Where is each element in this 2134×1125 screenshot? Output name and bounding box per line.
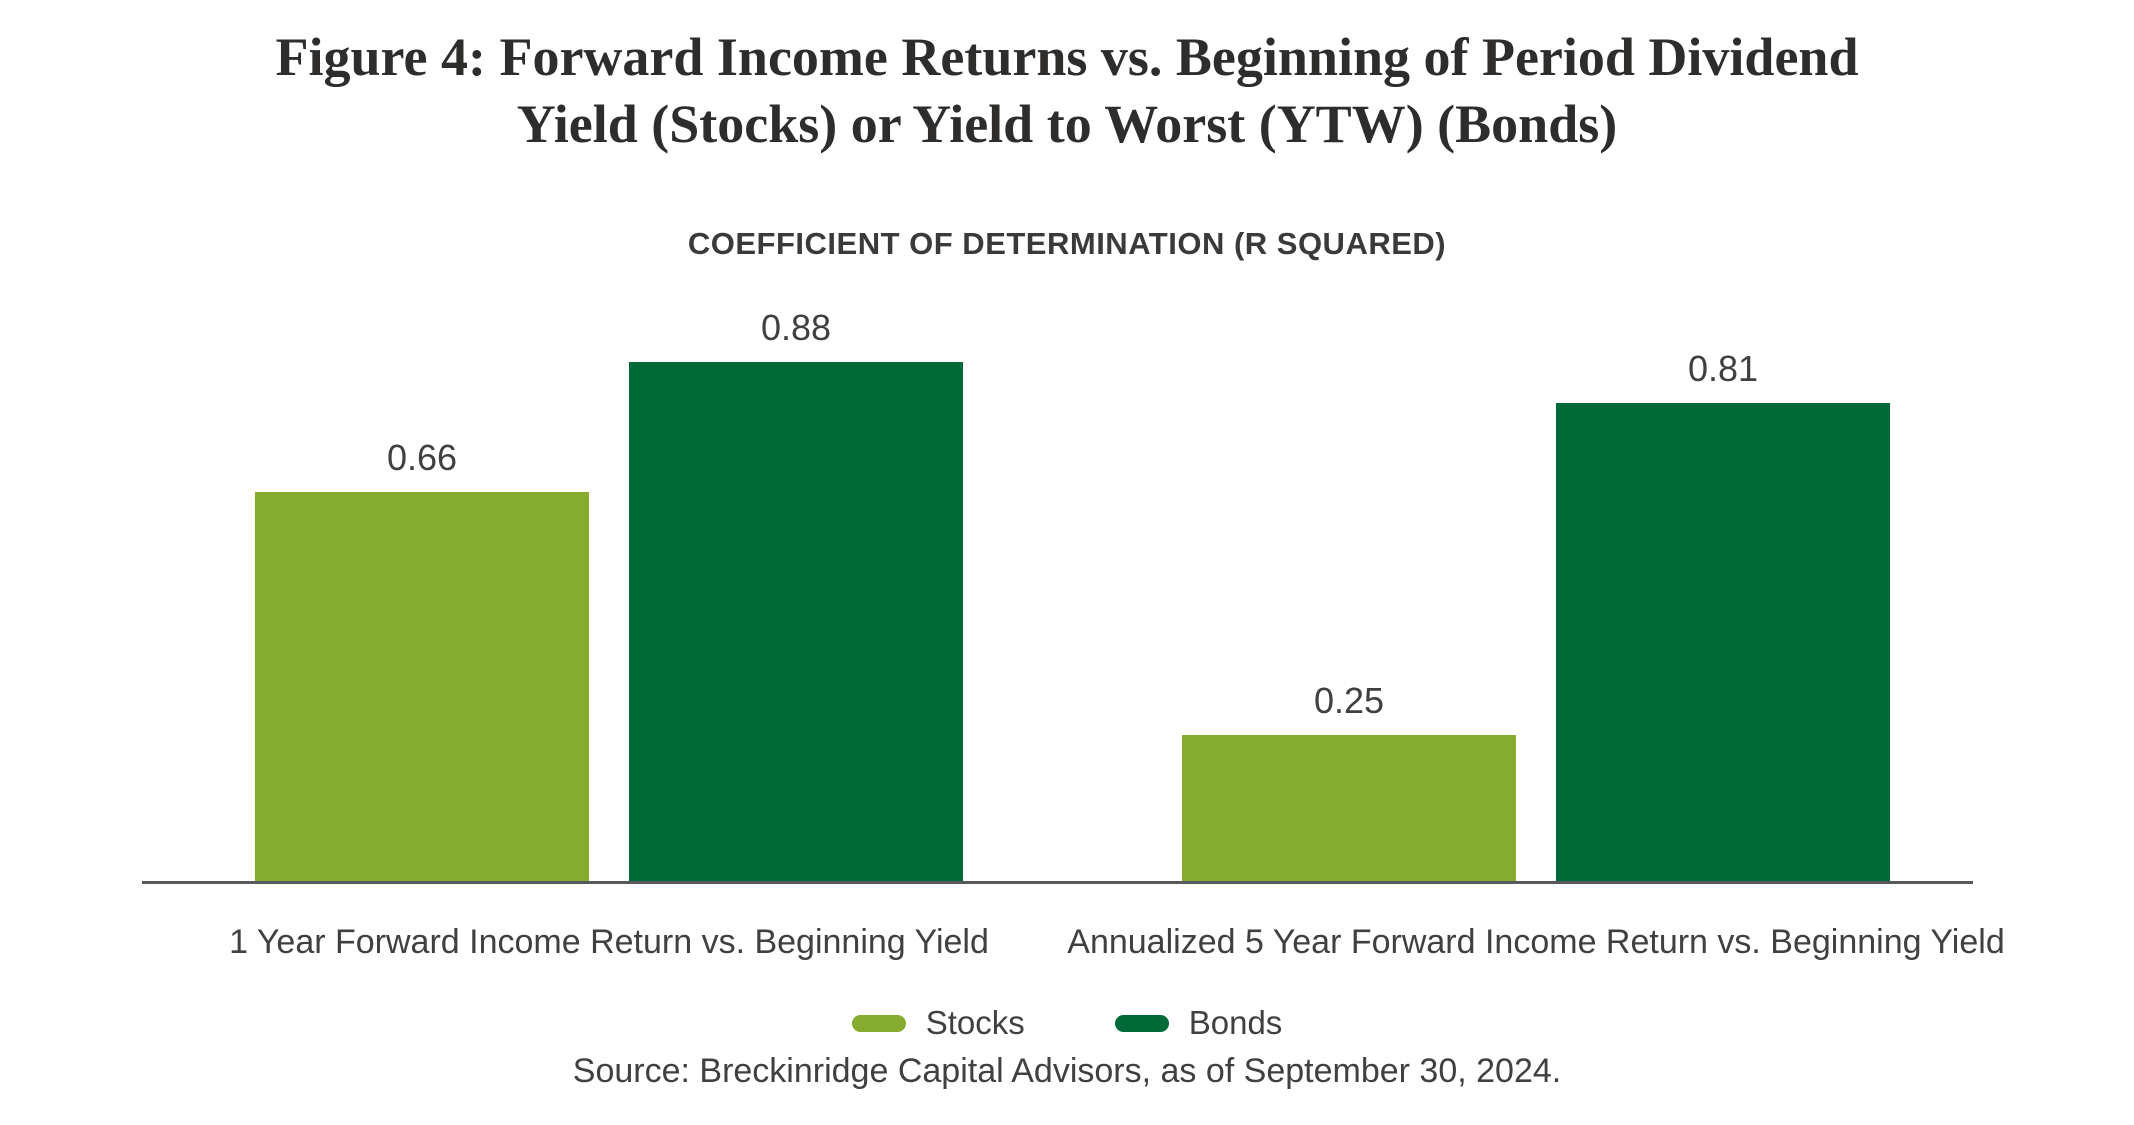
x-axis-line xyxy=(142,881,1973,884)
bar-bonds-group2 xyxy=(1556,403,1890,883)
category-axis: 1 Year Forward Income Return vs. Beginni… xyxy=(142,922,2005,966)
legend-item-stocks: Stocks xyxy=(851,1004,1025,1042)
plot-area: 0.66 0.88 0.25 0.81 xyxy=(142,300,1973,883)
chart-subtitle: COEFFICIENT OF DETERMINATION (R SQUARED) xyxy=(687,226,1447,261)
bar-value-label: 0.66 xyxy=(386,437,458,478)
legend-swatch-stocks xyxy=(851,1014,906,1032)
category-label: Annualized 5 Year Forward Income Return … xyxy=(1067,923,2005,961)
source-note: Source: Breckinridge Capital Advisors, a… xyxy=(572,1052,1562,1090)
bar-value-label: 0.25 xyxy=(1313,680,1385,721)
bar-value-label: 0.81 xyxy=(1687,348,1759,389)
bar-value-label: 0.88 xyxy=(760,307,832,348)
bar-bonds-group1 xyxy=(629,362,963,883)
legend-swatch-bonds xyxy=(1114,1014,1169,1032)
legend-item-bonds: Bonds xyxy=(1114,1004,1283,1042)
legend-label: Stocks xyxy=(925,1004,1025,1041)
figure-title: Figure 4: Forward Income Returns vs. Beg… xyxy=(275,27,1859,154)
legend-label: Bonds xyxy=(1188,1004,1283,1041)
bar-stocks-group2 xyxy=(1182,735,1516,883)
legend: Stocks Bonds xyxy=(0,1000,2134,1046)
category-label: 1 Year Forward Income Return vs. Beginni… xyxy=(229,923,989,961)
bar-stocks-group1 xyxy=(255,492,589,883)
